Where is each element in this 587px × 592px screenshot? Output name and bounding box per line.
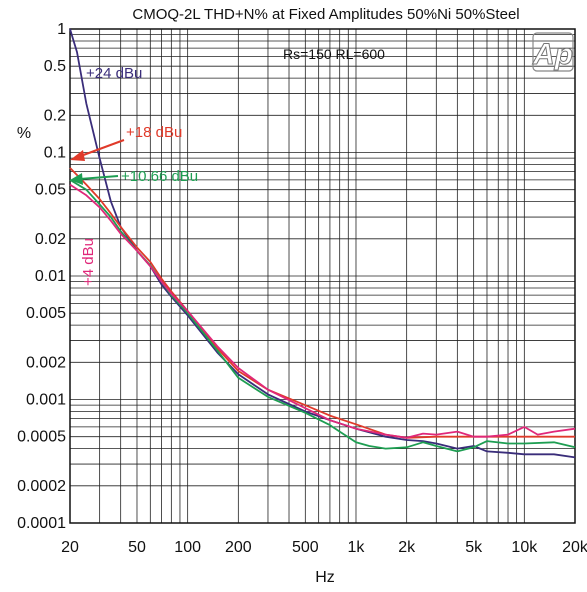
x-tick-label: 200 [225, 539, 252, 556]
conditions-text: Rs=150 RL=600 [283, 46, 385, 62]
plot-frame [69, 28, 576, 524]
annotation-10-66-dbu: +10.66 dBu [121, 168, 198, 185]
x-tick-label: 500 [292, 539, 319, 556]
x-tick-label: 50 [128, 539, 146, 556]
x-tick-label: 1k [348, 539, 366, 556]
y-tick-label: 0.2 [44, 107, 66, 124]
ap-logo-text: Ap [532, 38, 573, 71]
ap-logo: Ap [532, 32, 574, 72]
y-tick-label: 0.002 [26, 354, 66, 371]
series-line-18-dbu [69, 167, 575, 439]
y-tick-label: 0.01 [35, 268, 66, 285]
y-tick-label: 0.001 [26, 392, 66, 409]
y-tick-label: 0.0005 [17, 429, 66, 446]
y-tick-label: 0.1 [44, 145, 66, 162]
grid-lines [69, 29, 576, 524]
y-tick-label: 0.005 [26, 305, 66, 322]
x-tick-label: 20k [562, 539, 587, 556]
series-line-4-dbu [69, 183, 576, 439]
y-tick-label: 0.0002 [17, 478, 66, 495]
y-tick-label: 1 [57, 21, 66, 38]
y-axis-label: % [17, 125, 31, 142]
annotation-4-dbu: +4 dBu [80, 238, 97, 286]
y-tick-label: 0.5 [44, 58, 66, 75]
annotation-24-dbu: +24 dBu [86, 65, 142, 82]
x-tick-label: 5k [465, 539, 483, 556]
series-line-10-66-dbu [69, 179, 576, 453]
y-tick-label: 0.0001 [17, 515, 66, 532]
y-tick-labels: 1 0.5 0.2 0.1 0.05 0.02 0.01 0.005 0.002 0.001 0.0… [17, 21, 66, 532]
x-tick-label: 10k [511, 539, 538, 556]
arrow-18-dbu [70, 139, 125, 161]
series-line-24-dbu [69, 28, 576, 459]
x-tick-labels: 20 50 100 200 500 1k 2k 5k 10k 20k [61, 539, 587, 556]
annotation-arrows [70, 139, 125, 185]
y-tick-label: 0.02 [35, 231, 66, 248]
annotation-18-dbu: +18 dBu [126, 124, 182, 141]
y-tick-label: 0.05 [35, 182, 66, 199]
x-tick-label: 20 [61, 539, 79, 556]
series-lines [69, 28, 576, 459]
arrow-10-66-dbu [70, 173, 119, 185]
chart-title: CMOQ-2L THD+N% at Fixed Amplitudes 50%Ni… [132, 6, 519, 23]
x-tick-label: 100 [174, 539, 201, 556]
x-axis-label: Hz [315, 569, 335, 586]
x-tick-label: 2k [398, 539, 416, 556]
